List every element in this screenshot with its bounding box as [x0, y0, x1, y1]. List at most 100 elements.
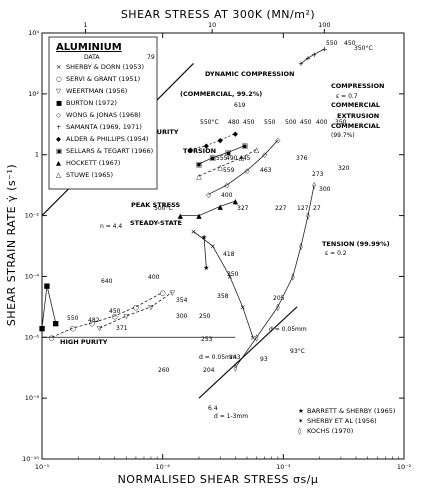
data-points: ×××××○○○○○○▽▽▽▽■■■◇◇◇◇◇++ ++◆ ◆◆◆▣▣▣▣▲ ▲▲▲△… [39, 45, 328, 372]
x-tick-label: 10⁻³ [276, 463, 291, 471]
annotation-label: 350 [335, 119, 347, 126]
legend-entry-label: SERVI & GRANT (1951) [66, 75, 140, 83]
annotation-label: 350°C [354, 45, 373, 52]
legend2-entry-symbol: ◊ [298, 427, 302, 435]
data-point: △ [196, 172, 202, 180]
legend-entry-symbol: △ [56, 171, 61, 179]
data-point: ◆ [233, 130, 239, 138]
data-point: ▽ [148, 303, 154, 311]
series-line [198, 145, 246, 165]
legend-entry-symbol: ○ [56, 75, 62, 83]
y-tick-label: 10⁻⁴ [25, 272, 40, 280]
data-point: ▣ [225, 149, 232, 157]
annotation-label: 550 [326, 40, 338, 47]
data-point: + [298, 60, 304, 68]
data-point: △ [218, 163, 224, 171]
annotation-label: 550 [264, 119, 276, 126]
data-point: ○ [48, 334, 54, 342]
data-point: ◆ [188, 146, 194, 154]
annotation-label: 450 [109, 308, 121, 315]
data-point: ◊ [306, 212, 310, 220]
y-tick-label: 10² [28, 90, 39, 98]
legend-entry-symbol: × [56, 63, 61, 71]
legend-frame [48, 36, 158, 190]
annotation-label: 500 [285, 119, 297, 126]
data-point: △ [239, 154, 245, 162]
annotation-label: PEAK STRESS [131, 201, 180, 209]
data-point: ○ [112, 313, 118, 321]
annotation-label: 143 [229, 354, 241, 361]
legend-title: ALUMINIUM [56, 42, 122, 53]
annotation-label: 127 [297, 205, 309, 212]
data-point: ■ [52, 319, 59, 327]
data-point: ★ [201, 233, 207, 241]
legend-entry-label: BURTON (1972) [66, 99, 117, 107]
data-point: ◊ [312, 182, 316, 190]
data-point: ■ [44, 282, 51, 290]
annotation-label: 445 [239, 155, 251, 162]
top-tick-label: 1 [83, 21, 87, 29]
data-point: ▣ [196, 160, 203, 168]
data-point: ▲ [218, 203, 224, 211]
data-point: ◇ [224, 182, 230, 190]
data-point: ▣ [242, 142, 249, 150]
data-point: ◇ [206, 191, 212, 199]
annotation-label: COMMERCIAL [331, 122, 380, 130]
annotation-label: 93 [260, 356, 268, 363]
data-point: ▽ [97, 325, 103, 333]
annotation-label: 253 [201, 336, 213, 343]
annotation-label: 482 [88, 317, 100, 324]
data-point: ◊ [255, 334, 259, 342]
annotation-label: 400 [148, 274, 160, 281]
x-axis-title: NORMALISED SHEAR STRESS σs/μ [118, 473, 319, 486]
annotation-label: 619 [234, 102, 246, 109]
data-point: ○ [160, 289, 166, 297]
data-point: ◊ [291, 273, 295, 281]
data-point: ▲ [178, 212, 184, 220]
annotation-label: 463 [260, 167, 272, 174]
annotation-label: 6.4 [208, 405, 218, 412]
series-line [208, 139, 279, 195]
legend-entry-label: HOCKETT (1967) [66, 159, 120, 167]
data-point: ◇ [262, 151, 268, 159]
annotation-label: DYNAMIC COMPRESSION [205, 70, 294, 78]
annotation-label: 450 [243, 119, 255, 126]
annotation-label: 480 [228, 119, 240, 126]
annotation-label: COMMERCIAL [331, 101, 380, 109]
data-point: × [191, 228, 197, 236]
axis-ticks: 10⁻⁵ 10⁻⁴ 10⁻³ 10⁻² 10⁴ 10² 1 10⁻² 10⁻⁴ 10⁻⁶ 10⁻⁸ 1… [22, 21, 411, 471]
legend2-entry-symbol: ✶ [298, 417, 303, 425]
annotation-label: HIGH PURITY [60, 338, 108, 346]
legend-entry-label: WONG & JONAS (1968) [66, 111, 141, 119]
data-point: ◊ [276, 303, 280, 311]
data-point: ◆ [218, 137, 224, 145]
annotation-label: 371 [116, 325, 128, 332]
legend-entry-label: SELLARS & TEGART (1966) [66, 147, 153, 155]
data-point: ◇ [244, 167, 250, 175]
annotation-label: 640 [101, 278, 113, 285]
data-point: ▽ [170, 289, 176, 297]
y-tick-label: 10⁻⁸ [25, 394, 40, 402]
legend2-entry-label: KOCHS (1970) [307, 427, 353, 435]
y-tick-label: 1 [35, 151, 39, 159]
annotation-label: TENSION (99.99%) [322, 240, 390, 248]
legend-entry-symbol: ▣ [56, 147, 62, 155]
legend-entry-label: WEERTMAN (1956) [66, 87, 127, 95]
y-tick-label: 10⁻² [25, 212, 40, 220]
annotation-label: ε = 0.7 [336, 93, 358, 100]
annotation-label: 300 [319, 186, 331, 193]
annotation-label: d = 0.05mm [269, 326, 307, 333]
legend-entry-symbol: ▲ [56, 159, 61, 167]
annotation-label: COMPRESSION [331, 82, 384, 90]
legend-entry-symbol: ◇ [56, 111, 61, 119]
annotation-label: 250 [199, 313, 211, 320]
data-point: ○ [133, 303, 139, 311]
annotation-label: ε = 0.2 [325, 250, 347, 257]
x-tick-label: 10⁻⁵ [35, 463, 50, 471]
annotation-label: 350 [227, 271, 239, 278]
data-point: × [250, 334, 256, 342]
annotation-label: TORSION [183, 147, 216, 155]
annotation-label: n = 4.4 [100, 223, 122, 230]
annotation-label: 418 [223, 251, 235, 258]
